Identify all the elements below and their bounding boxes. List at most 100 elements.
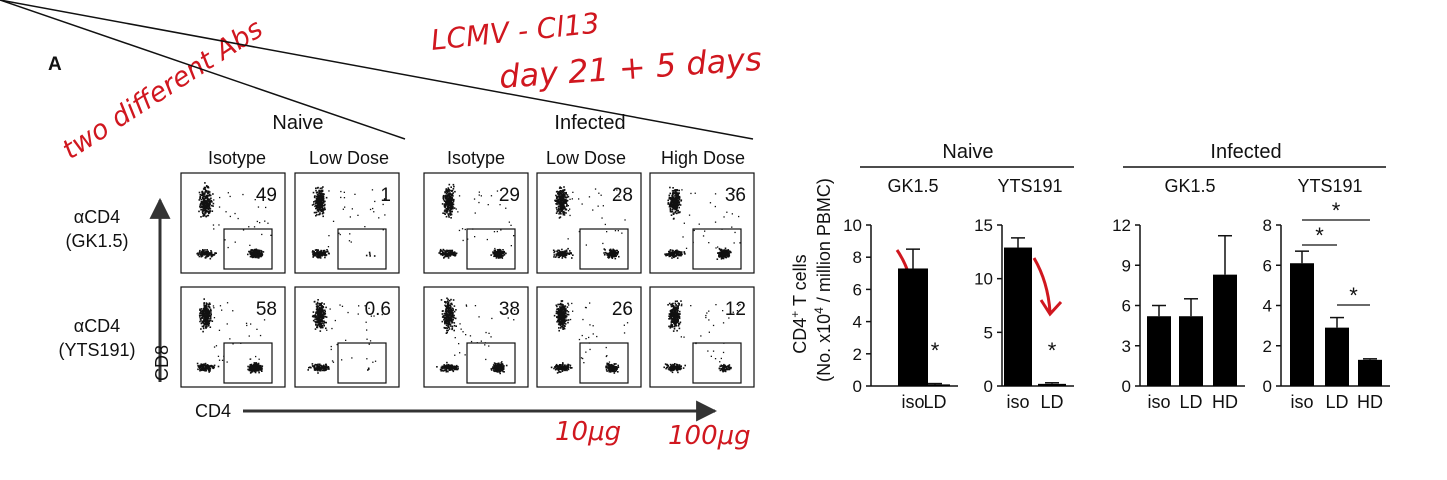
flow-gate-percent: 28	[612, 185, 633, 206]
panel-label: A	[48, 54, 62, 75]
significance-star: *	[931, 338, 940, 363]
cd4-gate	[337, 342, 387, 384]
red-arrow-yts191	[1032, 257, 1052, 313]
flow-row2-label-line1: αCD4	[74, 316, 120, 336]
x-tick-label: iso	[1147, 392, 1170, 412]
cd4-axis-label: CD4	[195, 401, 231, 421]
flow-dots	[438, 183, 515, 259]
annotation-high-dose: 100μg	[668, 421, 751, 451]
y-tick-label: 0	[1263, 377, 1272, 396]
flow-gate-percent: 26	[612, 299, 633, 320]
flow-gate-percent: 58	[256, 299, 277, 320]
x-tick-label: LD	[923, 392, 946, 412]
flow-dots	[663, 300, 741, 374]
cd4-gate	[223, 342, 273, 384]
flow-col-isotype-infected: Isotype	[447, 148, 505, 168]
y-tick-label: 0	[853, 377, 862, 396]
flow-plot-frame	[649, 286, 755, 388]
flow-col-highdose-infected: High Dose	[661, 148, 745, 168]
flow-plot-frame	[294, 172, 400, 274]
flow-gate-percent: 49	[256, 185, 277, 206]
y-tick-label: 5	[984, 323, 993, 342]
cd4-gate	[579, 342, 629, 384]
y-tick-label: 10	[843, 216, 862, 235]
flow-dots	[552, 186, 626, 260]
x-tick-label: LD	[1040, 392, 1063, 412]
red-arrow-yts191-head	[1039, 299, 1063, 317]
annotation-antibodies: two different Abs	[57, 13, 269, 165]
bar	[1325, 327, 1349, 386]
cd4-gate	[579, 228, 629, 270]
x-tick-label: iso	[901, 392, 924, 412]
flow-dots	[550, 300, 629, 374]
flow-plot: 36	[649, 172, 755, 274]
x-tick-label: HD	[1212, 392, 1238, 412]
cd4-gate	[337, 228, 387, 270]
y-tick-label: 0	[1122, 377, 1131, 396]
y-tick-label: 0	[984, 377, 993, 396]
flow-plot: 49	[180, 172, 286, 274]
flow-dots	[196, 182, 272, 260]
flow-group-infected-underline	[0, 0, 754, 140]
significance-star: *	[1315, 223, 1324, 248]
annotation-virus: LCMV - Cl13	[429, 6, 601, 57]
flow-row1-label-line1: αCD4	[74, 207, 120, 227]
cd8-axis-label: CD8	[152, 345, 172, 381]
flow-plot: 38	[423, 286, 529, 388]
cd4-gate	[466, 228, 516, 270]
flow-plot-frame	[649, 172, 755, 274]
x-tick-label: iso	[1006, 392, 1029, 412]
flow-dots	[196, 298, 266, 374]
cd4-gate	[692, 342, 742, 384]
y-tick-label: 2	[1263, 337, 1272, 356]
bar	[1038, 383, 1066, 386]
bar	[1358, 359, 1382, 386]
flow-col-isotype-naive: Isotype	[208, 148, 266, 168]
y-tick-label: 6	[1122, 297, 1131, 316]
bar-chart-title: GK1.5	[1164, 176, 1215, 196]
bar-ylabel-line2: (No. x104 / million PBMC)	[812, 178, 834, 382]
flow-plot-grid: 49 1 29 28 36 58 0.6 38 26 12	[180, 172, 755, 388]
bar-chart-title: YTS191	[997, 176, 1062, 196]
y-tick-label: 4	[1263, 297, 1272, 316]
x-tick-label: HD	[1357, 392, 1383, 412]
flow-group-infected: Infected	[554, 112, 625, 134]
y-tick-label: 3	[1122, 337, 1131, 356]
bar	[1179, 316, 1203, 386]
bar-group-naive: Naive	[942, 141, 993, 163]
annotation-low-dose: 10μg	[555, 417, 621, 447]
flow-plot-frame	[423, 172, 529, 274]
flow-plot: 58	[180, 286, 286, 388]
flow-gate-percent: 36	[725, 185, 746, 206]
y-tick-label: 6	[1263, 256, 1272, 275]
flow-gate-percent: 0.6	[365, 299, 391, 320]
flow-col-lowdose-infected: Low Dose	[546, 148, 626, 168]
bar-chart-title: GK1.5	[887, 176, 938, 196]
cd4-gate	[466, 342, 516, 384]
flow-dots	[311, 186, 386, 259]
flow-dots	[307, 299, 383, 374]
y-tick-label: 6	[853, 280, 862, 299]
flow-row1-label-line2: (GK1.5)	[65, 231, 128, 251]
significance-star: *	[1349, 283, 1358, 308]
y-tick-label: 8	[853, 248, 862, 267]
cd4-gate	[692, 228, 742, 270]
flow-plot: 26	[536, 286, 642, 388]
bar-chart-3: GK1.5 0 3 6 9 12 iso LD HD	[1112, 176, 1245, 412]
y-tick-label: 4	[853, 313, 862, 332]
bar-chart-4: YTS191 0 2 4 6 8 iso LD HD * * *	[1263, 176, 1390, 412]
bar-chart-2: YTS191 0 5 10 15 iso LD *	[974, 176, 1074, 412]
x-tick-label: LD	[1179, 392, 1202, 412]
annotation-time: day 21 + 5 days	[498, 40, 763, 96]
flow-dots	[664, 186, 741, 260]
bar	[920, 384, 950, 386]
significance-star: *	[1332, 198, 1341, 223]
y-tick-label: 10	[974, 270, 993, 289]
flow-dots	[436, 297, 516, 375]
flow-gate-percent: 38	[499, 299, 520, 320]
flow-plot: 29	[423, 172, 529, 274]
y-tick-label: 9	[1122, 256, 1131, 275]
bar	[1290, 263, 1314, 386]
